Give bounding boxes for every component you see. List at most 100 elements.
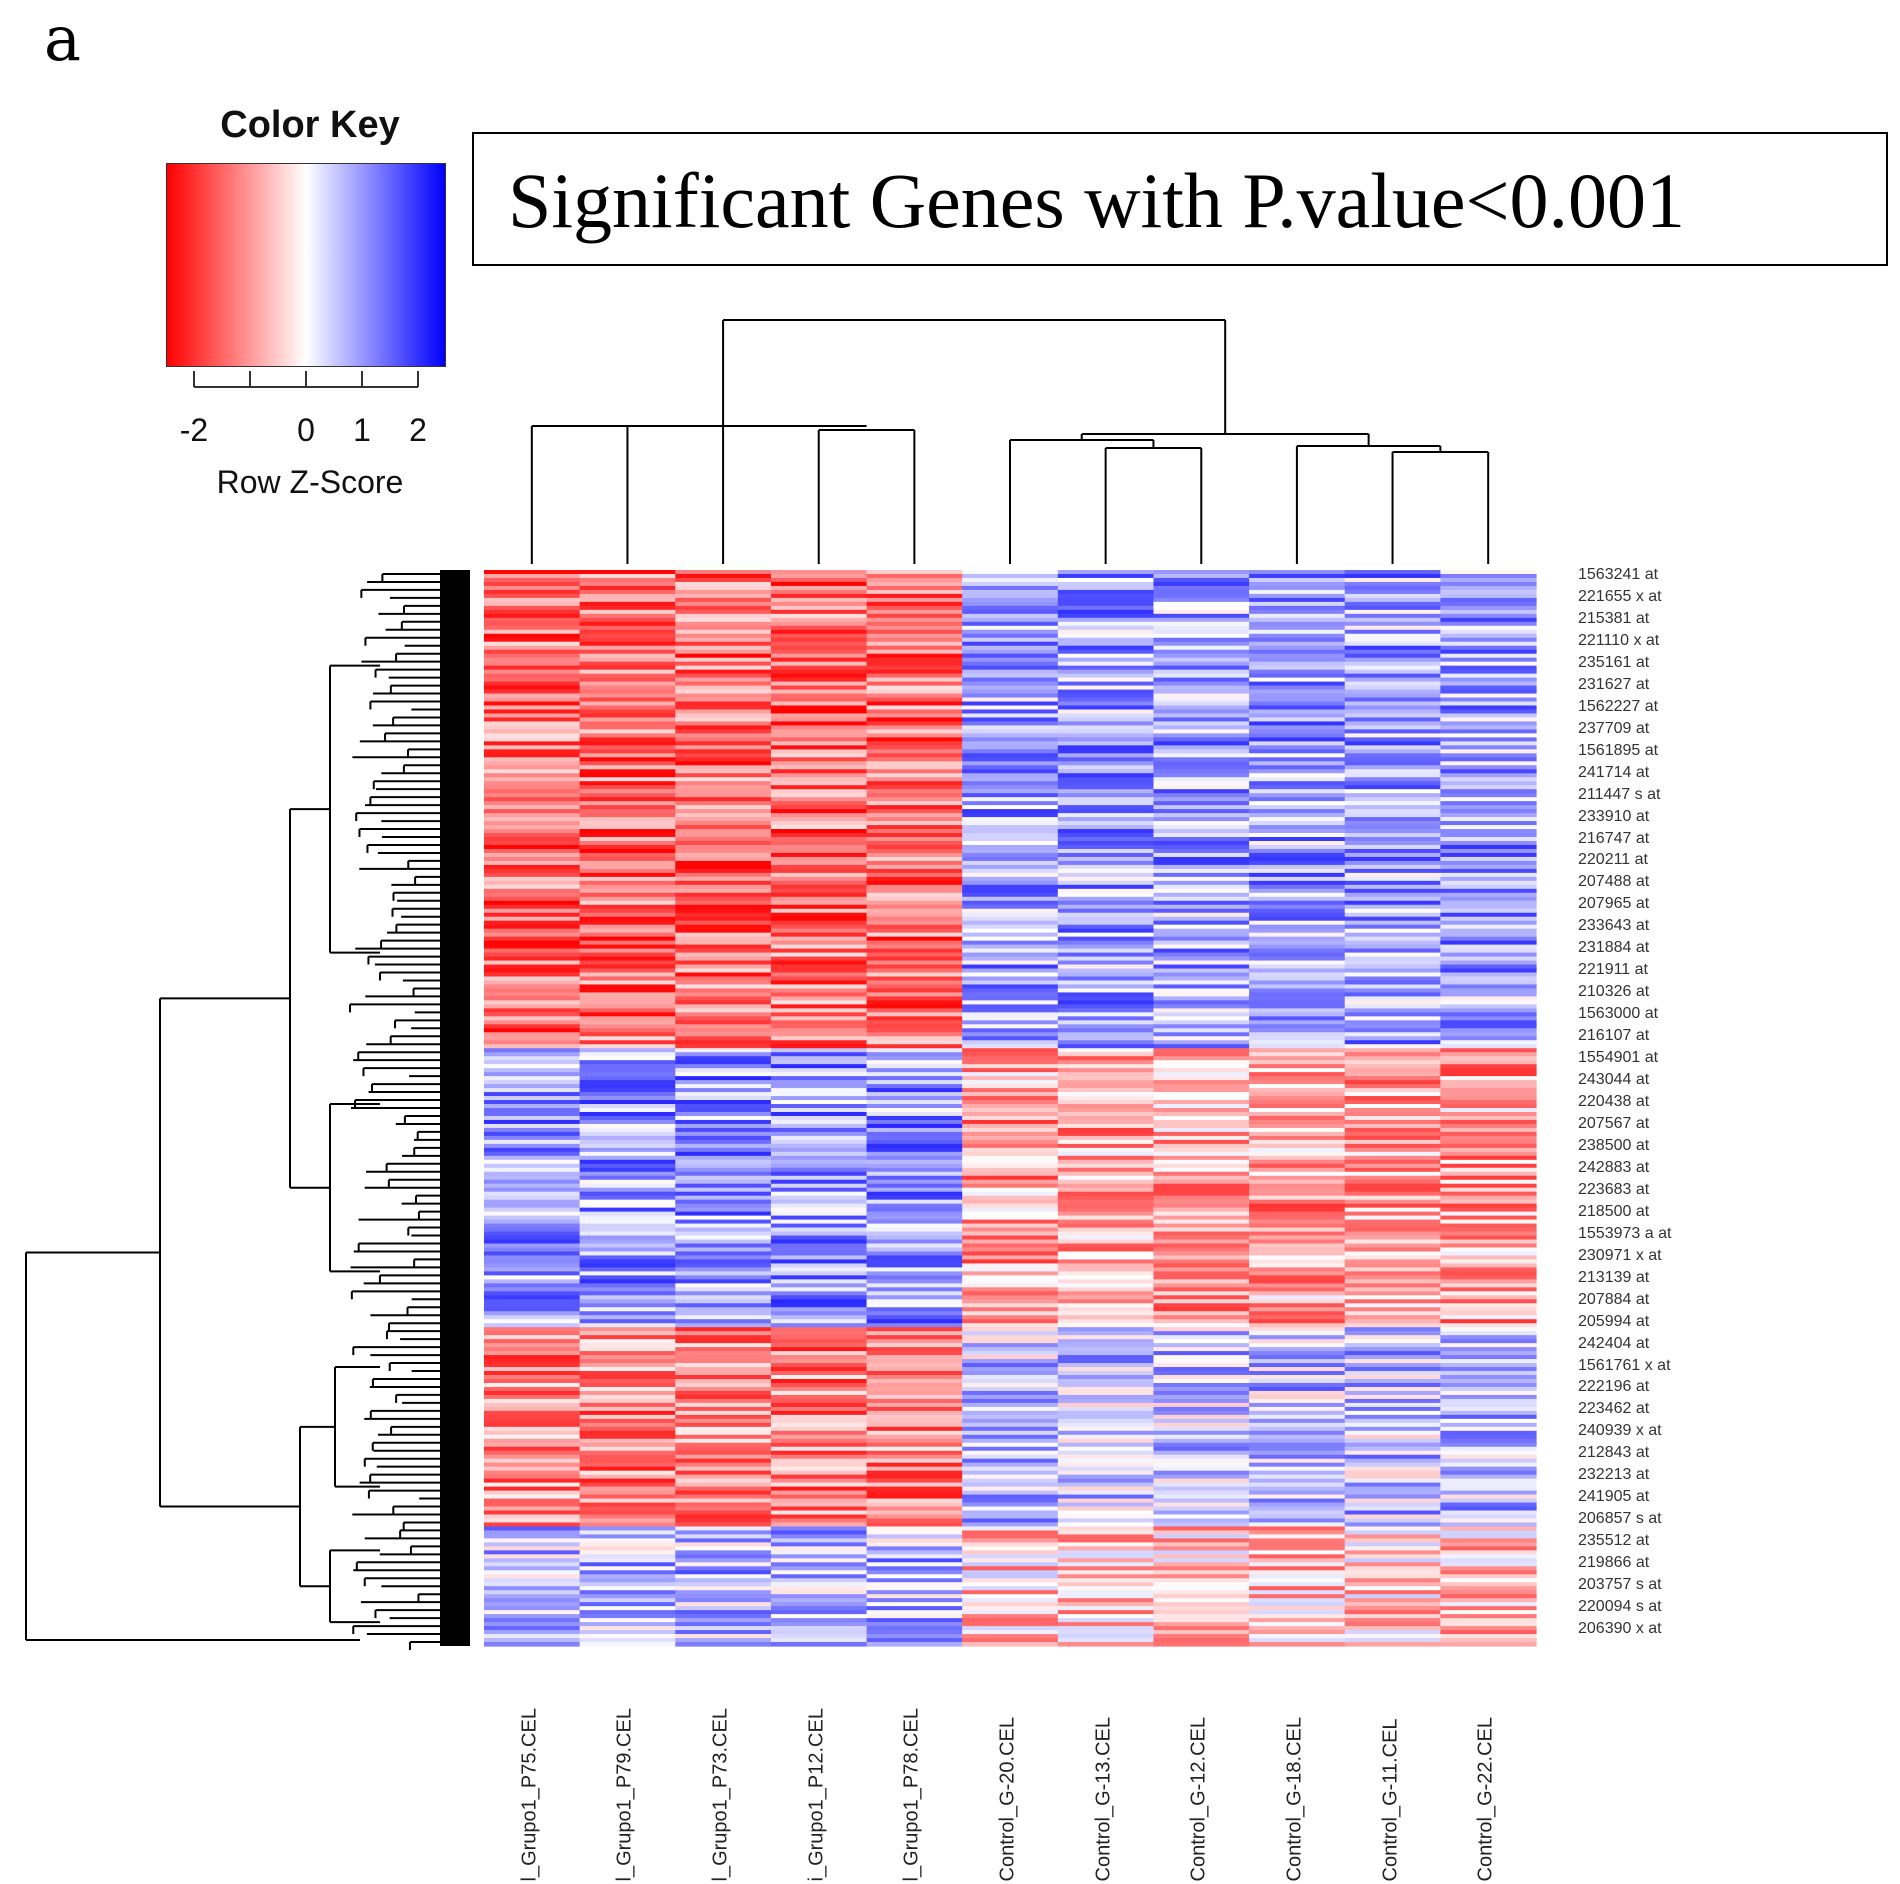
heatmap-cell — [866, 645, 963, 651]
heatmap-cell — [866, 1032, 963, 1037]
heatmap-cell — [1057, 928, 1155, 934]
heatmap-cell — [1153, 944, 1250, 950]
heatmap-cell — [1153, 781, 1250, 786]
heatmap-cell — [962, 1195, 1059, 1201]
heatmap-cell — [1344, 1438, 1441, 1444]
heatmap-cell — [675, 789, 772, 794]
heatmap-cell — [1057, 585, 1155, 591]
heatmap-cell — [675, 1414, 772, 1420]
heatmap-cell — [1440, 769, 1537, 774]
heatmap-cell — [962, 797, 1059, 802]
heatmap-cell — [579, 733, 676, 738]
heatmap-cell — [770, 577, 868, 583]
heatmap-cell — [1344, 1207, 1441, 1213]
heatmap-cell — [579, 864, 676, 870]
heatmap-cell — [675, 813, 772, 818]
heatmap-cell — [1440, 1100, 1537, 1105]
heatmap-cell — [1440, 829, 1537, 834]
heatmap-cell — [1153, 629, 1250, 635]
heatmap-cell — [1344, 1247, 1441, 1253]
heatmap-cell — [1440, 1622, 1537, 1627]
heatmap-cell — [1153, 1638, 1250, 1643]
heatmap-cell — [770, 948, 868, 954]
heatmap-cell — [1440, 1267, 1537, 1272]
heatmap-cell — [770, 1072, 868, 1077]
heatmap-cell — [962, 900, 1059, 906]
heatmap-cell — [1153, 1199, 1250, 1205]
row-label: 206390 x at — [1578, 1620, 1662, 1638]
heatmap-cell — [1153, 1291, 1250, 1296]
heatmap-cell — [1057, 1343, 1155, 1348]
heatmap-cell — [1057, 705, 1155, 711]
heatmap-cell — [1153, 1402, 1250, 1408]
heatmap-cell — [962, 956, 1059, 962]
heatmap-cell — [675, 1203, 772, 1209]
heatmap-cell — [770, 848, 868, 854]
heatmap-cell — [1344, 864, 1441, 870]
heatmap-cell — [484, 1418, 581, 1424]
heatmap-cell — [962, 793, 1059, 798]
heatmap-cell — [675, 645, 772, 651]
heatmap-cell — [1344, 633, 1441, 639]
heatmap-cell — [1057, 852, 1155, 858]
heatmap-cell — [866, 1048, 963, 1053]
heatmap-cell — [1344, 1060, 1441, 1065]
heatmap-cell — [1057, 1347, 1155, 1352]
heatmap-cell — [675, 888, 772, 894]
heatmap-cell — [1344, 1203, 1441, 1209]
heatmap-cell — [1057, 733, 1155, 738]
heatmap-cell — [579, 1072, 676, 1077]
heatmap-cell — [675, 1363, 772, 1368]
heatmap-cell — [1153, 1283, 1250, 1288]
heatmap-cell — [866, 1486, 963, 1492]
heatmap-cell — [1249, 773, 1346, 778]
heatmap-cell — [675, 1263, 772, 1269]
heatmap-cell — [484, 852, 581, 858]
heatmap-cell — [484, 1068, 581, 1073]
heatmap-cell — [866, 1076, 963, 1081]
heatmap-cell — [1249, 1287, 1346, 1292]
heatmap-cell — [1440, 1586, 1537, 1591]
heatmap-cell — [1249, 960, 1346, 966]
row-label: 215381 at — [1578, 609, 1650, 627]
heatmap-cell — [962, 1135, 1059, 1141]
heatmap-cell — [962, 1466, 1059, 1472]
heatmap-cell — [866, 1470, 963, 1476]
heatmap-cell — [1249, 1538, 1346, 1543]
heatmap-cell — [1057, 837, 1155, 842]
heatmap-cell — [1057, 1514, 1155, 1520]
heatmap-cell — [962, 617, 1059, 623]
heatmap-cell — [1344, 1223, 1441, 1229]
heatmap-cell — [962, 1255, 1059, 1261]
heatmap-cell — [484, 1052, 581, 1057]
heatmap-cell — [770, 1159, 868, 1165]
heatmap-cell — [770, 813, 868, 818]
heatmap-cell — [1440, 1060, 1537, 1065]
heatmap-cell — [579, 1526, 676, 1532]
heatmap-cell — [675, 1458, 772, 1464]
heatmap-cell — [579, 944, 676, 950]
heatmap-cell — [579, 1406, 676, 1412]
heatmap-cell — [675, 1020, 772, 1025]
heatmap-cell — [1153, 777, 1250, 782]
heatmap-cell — [579, 1502, 676, 1508]
heatmap-cell — [1057, 621, 1155, 627]
heatmap-cell — [1344, 1534, 1441, 1539]
heatmap-cell — [866, 1088, 963, 1093]
heatmap-cell — [675, 892, 772, 898]
heatmap-cell — [1440, 912, 1537, 918]
heatmap-cell — [1344, 581, 1441, 587]
heatmap-cell — [1249, 1566, 1346, 1571]
heatmap-cell — [1153, 1606, 1250, 1611]
heatmap-cell — [1057, 1040, 1155, 1045]
heatmap-cell — [1249, 1111, 1346, 1117]
heatmap-cell — [1440, 1323, 1537, 1328]
heatmap-cell — [1057, 1542, 1155, 1547]
heatmap-cell — [1153, 1151, 1250, 1157]
heatmap-cell — [866, 1295, 963, 1300]
heatmap-cell — [579, 1514, 676, 1520]
heatmap-cell — [1057, 749, 1155, 754]
heatmap-cell — [770, 685, 868, 691]
